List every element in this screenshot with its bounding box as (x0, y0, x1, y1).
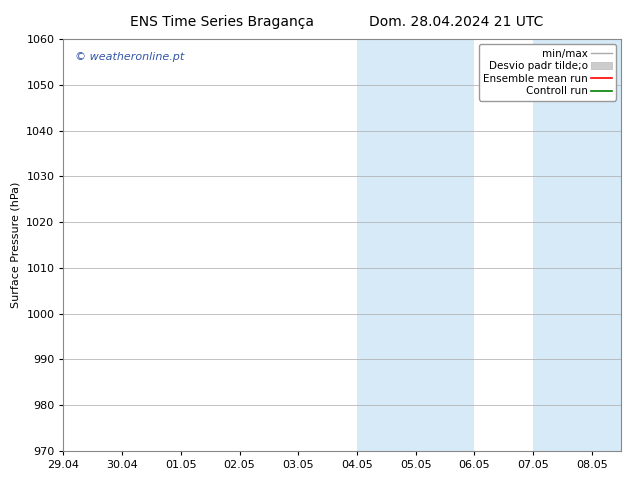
Text: ENS Time Series Bragança: ENS Time Series Bragança (130, 15, 314, 29)
Bar (357, 39, 474, 451)
Text: Dom. 28.04.2024 21 UTC: Dom. 28.04.2024 21 UTC (369, 15, 544, 29)
Y-axis label: Surface Pressure (hPa): Surface Pressure (hPa) (11, 182, 21, 308)
Text: © weatheronline.pt: © weatheronline.pt (75, 51, 184, 62)
Legend: min/max, Desvio padr tilde;o, Ensemble mean run, Controll run: min/max, Desvio padr tilde;o, Ensemble m… (479, 45, 616, 100)
Bar (533, 39, 621, 451)
